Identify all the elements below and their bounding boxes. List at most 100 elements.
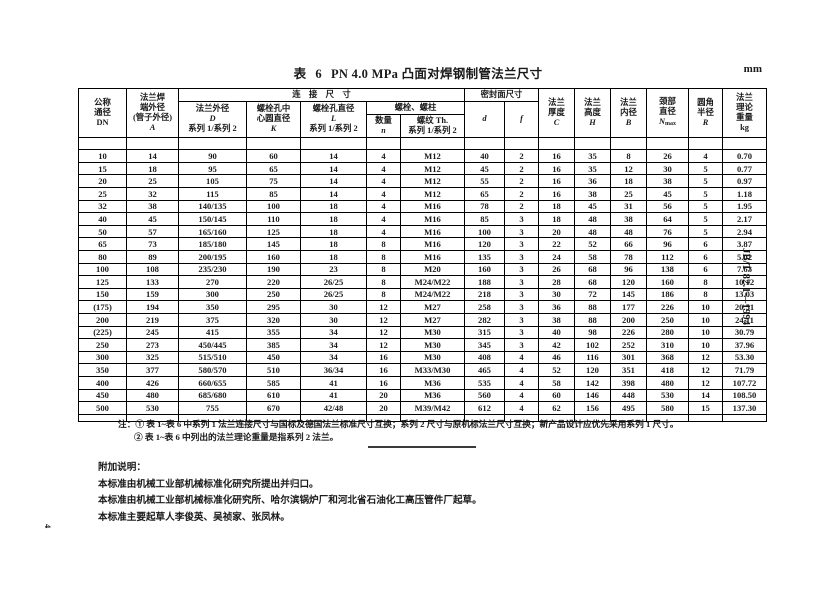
table-cell: 38 — [538, 312, 575, 327]
table-cell: 96 — [610, 262, 647, 277]
table-cell: 8 — [688, 287, 723, 302]
table-cell: 510 — [246, 363, 301, 377]
table-cell: 252 — [610, 338, 647, 352]
table-cell: M30 — [400, 325, 465, 340]
table-cell: 6 — [688, 249, 723, 264]
table-cell: 146 — [574, 388, 611, 403]
table-cell: 226 — [610, 325, 647, 340]
table-cell: 62 — [538, 401, 575, 415]
table-cell: 45 — [464, 161, 505, 176]
table-cell: 26 — [646, 149, 689, 163]
table-cell: 68 — [574, 275, 611, 289]
table-cell: 315 — [464, 325, 505, 340]
table-cell: 3 — [504, 300, 539, 314]
table-cell: 20 — [366, 401, 401, 415]
table-cell: 415 — [178, 325, 247, 340]
table-body: 10 14 90 60 14 4 M12 40 2 16 35 8 26 4 0.70 15 18 95 65 14 4… — [78, 136, 767, 415]
table-cell: 38 — [646, 174, 689, 188]
table-cell: 6 — [688, 237, 723, 251]
table-cell: 138 — [646, 262, 689, 277]
table-cell: 16 — [538, 161, 575, 176]
table-cell: 18 — [610, 174, 647, 188]
table-cell: 12 — [688, 375, 723, 390]
table-cell: 165/160 — [178, 224, 247, 239]
table-cell: 300 — [78, 350, 127, 365]
table-cell: 200 — [610, 312, 647, 327]
table-cell: 88 — [574, 300, 611, 314]
table-cell: 12 — [366, 338, 401, 352]
table-cell: 4 — [366, 149, 401, 163]
table-cell: 300 — [178, 287, 247, 302]
table-row: 32 38 140/135 100 18 4 M16 78 2 18 45 31 56 5 1.95 — [78, 199, 767, 214]
table-cell: M39/M42 — [400, 401, 465, 415]
table-cell: 8 — [366, 249, 401, 264]
table-cell: M16 — [400, 249, 465, 264]
table-row: 40 45 150/145 110 18 4 M16 85 3 18 48 38 64 5 2.17 — [78, 212, 767, 226]
table-cell: M36 — [400, 388, 465, 403]
table-cell: 8 — [366, 237, 401, 251]
table-row: 250 273 450/445 385 34 12 M30 345 3 42 102 252 310 10… — [78, 338, 767, 352]
table-row: 150 159 300 250 26/25 8 M24/M22 218 3 30 72 145 186 8… — [78, 287, 767, 302]
header-seal-group: 密封面尺寸 — [464, 88, 539, 102]
table-cell: 35 — [574, 149, 611, 163]
table-cell: 46 — [538, 350, 575, 365]
header-bore: 法兰 内径 B — [610, 88, 647, 138]
table-cell: M33/M30 — [400, 363, 465, 377]
table-cell: 10 — [688, 300, 723, 314]
table-cell: 56 — [646, 199, 689, 214]
table-cell: 310 — [646, 338, 689, 352]
table-cell: 301 — [610, 350, 647, 365]
table-cell: 41 — [300, 388, 367, 403]
table-cell: 18 — [538, 212, 575, 226]
table-cell: M12 — [400, 187, 465, 201]
table-cell: 3 — [504, 249, 539, 264]
table-cell: 10 — [688, 312, 723, 327]
table-cell: 610 — [246, 388, 301, 403]
table-cell: 8 — [610, 149, 647, 163]
table-cell: 530 — [126, 401, 179, 415]
table-cell: 12 — [366, 300, 401, 314]
table-cell: 2 — [504, 187, 539, 201]
appendix-line-2: 本标准由机械工业部机械标准化研究所、哈尔滨锅炉厂和河北省石油化工高压管件厂起草。 — [98, 495, 482, 506]
table-cell: 280 — [646, 325, 689, 340]
table-cell: 14 — [300, 187, 367, 201]
table-cell: 15 — [78, 161, 127, 176]
table-cell: 0.70 — [722, 149, 767, 163]
table-cell: 495 — [610, 401, 647, 415]
table-cell: 5 — [688, 224, 723, 239]
table-cell: 26/25 — [300, 287, 367, 302]
header-seal-d: d — [464, 100, 505, 138]
table-label: 表 — [293, 67, 307, 81]
table-cell: 96 — [646, 237, 689, 251]
table-cell: 40 — [464, 149, 505, 163]
table-cell: 450/445 — [178, 338, 247, 352]
table-cell: 4 — [366, 161, 401, 176]
table-cell: 2 — [504, 161, 539, 176]
header-dn: 公称 通径 DN — [78, 88, 127, 138]
table-cell: 5 — [688, 187, 723, 201]
section-divider — [368, 446, 476, 448]
table-cell: 102 — [574, 338, 611, 352]
note-item-2: ② 表 1~表 6 中列出的法兰理论重量是指系列 2 法兰。 — [134, 432, 339, 443]
table-cell: 351 — [610, 363, 647, 377]
table-cell: 125 — [78, 275, 127, 289]
table-cell: 12 — [610, 161, 647, 176]
table-cell: 24 — [538, 249, 575, 264]
table-row: 400 426 660/655 585 41 16 M36 535 4 58 142 398 480 12… — [78, 375, 767, 390]
header-thickness: 法兰 厚度 C — [538, 88, 575, 138]
table-cell: 755 — [178, 401, 247, 415]
table-cell: 4 — [366, 212, 401, 226]
table-cell: 30 — [300, 312, 367, 327]
table-cell: 142 — [574, 375, 611, 390]
table-cell: 670 — [246, 401, 301, 415]
table-row: 350 377 580/570 510 36/34 16 M33/M30 465 4 52 120 3… — [78, 363, 767, 377]
table-cell: 107.72 — [722, 375, 767, 390]
table-cell: 345 — [464, 338, 505, 352]
table-cell: 48 — [574, 224, 611, 239]
table-cell: 50 — [78, 224, 127, 239]
table-cell: 368 — [646, 350, 689, 365]
note-item-1: 注：① 表 1~表 6 中系列 1 法兰连接尺寸与国标及德国法兰标准尺寸互换；系… — [118, 419, 679, 429]
table-row: 65 73 185/180 145 18 8 M16 120 3 22 52 66 96 6 3.87 — [78, 237, 767, 251]
table-cell: M16 — [400, 237, 465, 251]
table-cell: M30 — [400, 350, 465, 365]
